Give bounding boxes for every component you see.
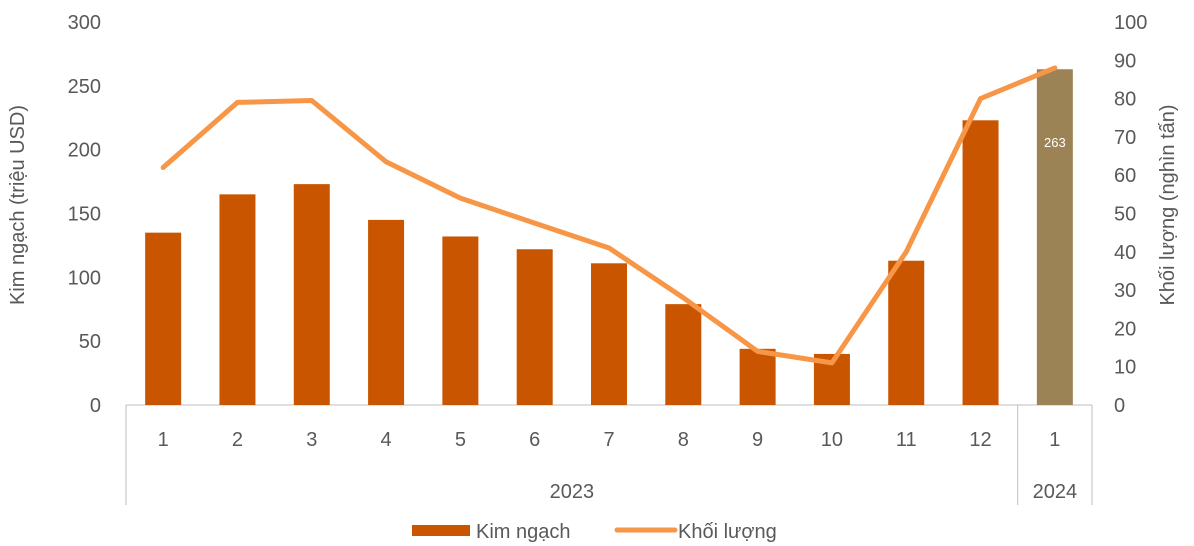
x-axis-tick-label: 11 xyxy=(896,429,917,451)
x-axis-tick-label: 1 xyxy=(1049,429,1060,451)
y-axis-right-tick-label: 40 xyxy=(1114,242,1136,264)
bar-kim-ngach xyxy=(1036,69,1073,405)
x-axis-tick-label: 2 xyxy=(232,429,243,451)
bar-kim-ngach xyxy=(442,236,479,405)
y-axis-right-tick-label: 100 xyxy=(1114,12,1147,34)
y-axis-right-tick-label: 70 xyxy=(1114,127,1136,149)
legend-label-kim-ngach: Kim ngạch xyxy=(476,521,571,543)
x-axis-group-labels: 2023 2024 xyxy=(550,481,1078,503)
x-axis-tick-label: 3 xyxy=(306,429,317,451)
y-axis-left-ticks: 0 50 100 150 200 250 300 xyxy=(68,12,101,417)
y-axis-left-tick-label: 200 xyxy=(68,140,101,162)
x-axis-tick-label: 1 xyxy=(158,429,169,451)
y-axis-left-tick-label: 100 xyxy=(68,267,101,289)
y-axis-left-tick-label: 0 xyxy=(90,395,101,417)
legend-swatch-kim-ngach xyxy=(412,525,470,536)
labels: 263 xyxy=(1044,135,1066,150)
bar-kim-ngach xyxy=(962,120,999,405)
x-axis-tick-label: 6 xyxy=(529,429,540,451)
y-axis-right-title: Khối lượng (nghìn tấn) xyxy=(1157,104,1179,305)
x-axis-tick-label: 5 xyxy=(455,429,466,451)
y-axis-right-tick-label: 90 xyxy=(1114,50,1136,72)
bars xyxy=(145,69,1073,405)
y-axis-right-tick-label: 30 xyxy=(1114,280,1136,302)
legend-label-khoi-luong: Khối lượng xyxy=(678,521,777,543)
bar-kim-ngach xyxy=(739,348,776,405)
y-axis-left-tick-label: 250 xyxy=(68,76,101,98)
y-axis-right-ticks: 0 10 20 30 40 50 60 70 80 90 100 xyxy=(1114,12,1147,417)
legend: Kim ngạch Khối lượng xyxy=(412,521,777,543)
x-axis-tick-label: 10 xyxy=(821,429,843,451)
y-axis-right-tick-label: 0 xyxy=(1114,395,1125,417)
bar-kim-ngach xyxy=(293,184,330,405)
bar-kim-ngach xyxy=(591,263,627,405)
line-series xyxy=(160,65,1058,366)
y-axis-left-title: Kim ngạch (triệu USD) xyxy=(7,105,29,305)
bar-kim-ngach xyxy=(145,232,182,405)
bar-kim-ngach xyxy=(368,219,405,405)
bar-kim-ngach xyxy=(665,304,702,405)
data-label: 263 xyxy=(1044,135,1066,150)
x-axis-tick-label: 7 xyxy=(603,429,614,451)
x-axis-group-label: 2024 xyxy=(1033,481,1078,503)
y-axis-right-tick-label: 10 xyxy=(1114,357,1136,379)
y-axis-right-tick-label: 60 xyxy=(1114,165,1136,187)
x-axis-tick-label: 9 xyxy=(752,429,763,451)
x-axis-group-label: 2023 xyxy=(550,481,595,503)
axis-lines xyxy=(125,404,1093,505)
y-axis-left-tick-label: 300 xyxy=(68,12,101,34)
bar-kim-ngach xyxy=(516,249,553,405)
x-axis-tick-label: 8 xyxy=(678,429,689,451)
x-axis-tick-label: 12 xyxy=(969,429,991,451)
y-axis-right-tick-label: 50 xyxy=(1114,204,1136,226)
y-axis-right-tick-label: 80 xyxy=(1114,89,1136,111)
x-axis-tick-label: 4 xyxy=(381,429,392,451)
x-axis-ticks: 1 2 3 4 5 6 7 8 9 10 11 12 1 xyxy=(158,429,1061,451)
y-axis-right-tick-label: 20 xyxy=(1114,318,1136,340)
y-axis-left-tick-label: 150 xyxy=(68,204,101,226)
bar-kim-ngach xyxy=(888,260,925,405)
bar-kim-ngach xyxy=(219,194,256,405)
y-axis-left-tick-label: 50 xyxy=(79,331,101,353)
